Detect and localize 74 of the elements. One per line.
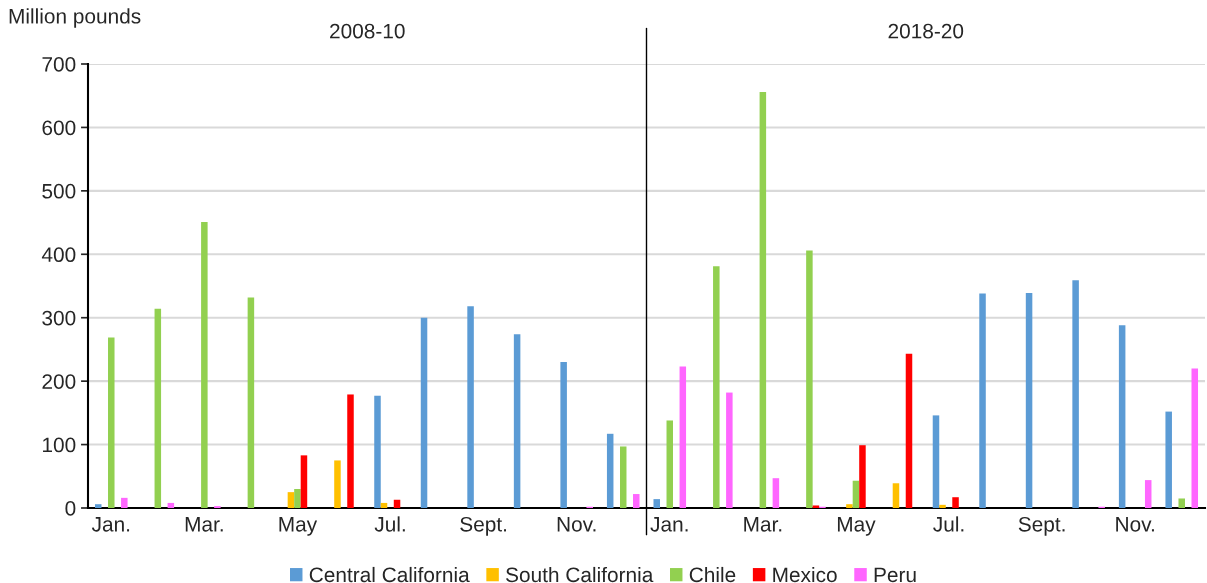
bar [560, 362, 567, 508]
legend-label: Chile [689, 566, 736, 583]
x-tick-label: Nov. [1116, 517, 1154, 532]
x-tick-label: Mar. [744, 517, 782, 532]
legend-label: Peru [874, 567, 916, 583]
bar [300, 455, 308, 508]
bar [1178, 498, 1185, 508]
bar [1191, 368, 1199, 508]
legend-label: South California [506, 566, 654, 583]
bar [201, 221, 208, 508]
bar [1144, 480, 1152, 508]
legend-label: Mexico [773, 566, 837, 583]
x-tick-label: Jul. [933, 516, 964, 532]
bar [812, 505, 820, 508]
y-tick-label: 300 [42, 310, 76, 326]
x-tick-label: May [837, 517, 876, 536]
x-tick-label: Nov. [557, 517, 596, 532]
y-tick-label: 700 [42, 57, 76, 72]
y-tick-label: 0 [65, 501, 76, 516]
bar [347, 394, 354, 508]
bar [892, 483, 900, 508]
y-tick-label: 100 [43, 437, 76, 453]
bar [939, 504, 946, 508]
bar [905, 353, 913, 508]
x-tick-label: May [279, 517, 318, 536]
bar [713, 266, 720, 508]
bar [467, 306, 474, 508]
y-axis-title: Million pounds [9, 8, 141, 28]
bar [653, 499, 660, 508]
bar [606, 433, 614, 508]
bar [1025, 292, 1033, 508]
bar [374, 395, 381, 508]
bar [108, 337, 115, 508]
bar [1165, 411, 1172, 508]
bar [247, 297, 255, 508]
bar [759, 91, 767, 508]
y-tick-label: 200 [42, 374, 76, 389]
bar [94, 504, 102, 508]
bar [294, 488, 301, 508]
bar [852, 480, 860, 508]
x-tick-label: Jan. [650, 517, 688, 532]
y-tick-label: 500 [42, 183, 76, 199]
bar [859, 445, 866, 508]
bar [666, 420, 674, 508]
x-tick-label: Sept. [460, 516, 507, 536]
bar [287, 492, 295, 508]
bar [1072, 280, 1079, 508]
bar [420, 317, 428, 508]
text: 2018-20 [888, 23, 964, 39]
bar [513, 334, 521, 508]
x-tick-label: Mar. [185, 517, 223, 532]
bar [121, 497, 128, 508]
bar [726, 392, 733, 508]
bar [619, 446, 627, 508]
x-tick-label: Sept. [1018, 516, 1065, 536]
bar [167, 502, 175, 508]
bar [979, 293, 986, 508]
y-tick-label: 400 [41, 247, 76, 263]
text: 2008-10 [330, 23, 405, 39]
bar [154, 308, 162, 508]
legend-label: Central California [309, 566, 470, 583]
bar [806, 250, 813, 508]
x-tick-label: Jul. [374, 516, 405, 532]
y-tick-label: 600 [42, 120, 76, 136]
bar [932, 415, 940, 508]
x-tick-label: Jan. [91, 517, 130, 532]
bar [334, 460, 341, 508]
bar [1118, 325, 1126, 508]
bar [633, 494, 640, 508]
bar [679, 366, 687, 508]
bar [772, 478, 780, 508]
bar [380, 502, 388, 508]
bar [846, 504, 853, 508]
bar [952, 497, 959, 508]
